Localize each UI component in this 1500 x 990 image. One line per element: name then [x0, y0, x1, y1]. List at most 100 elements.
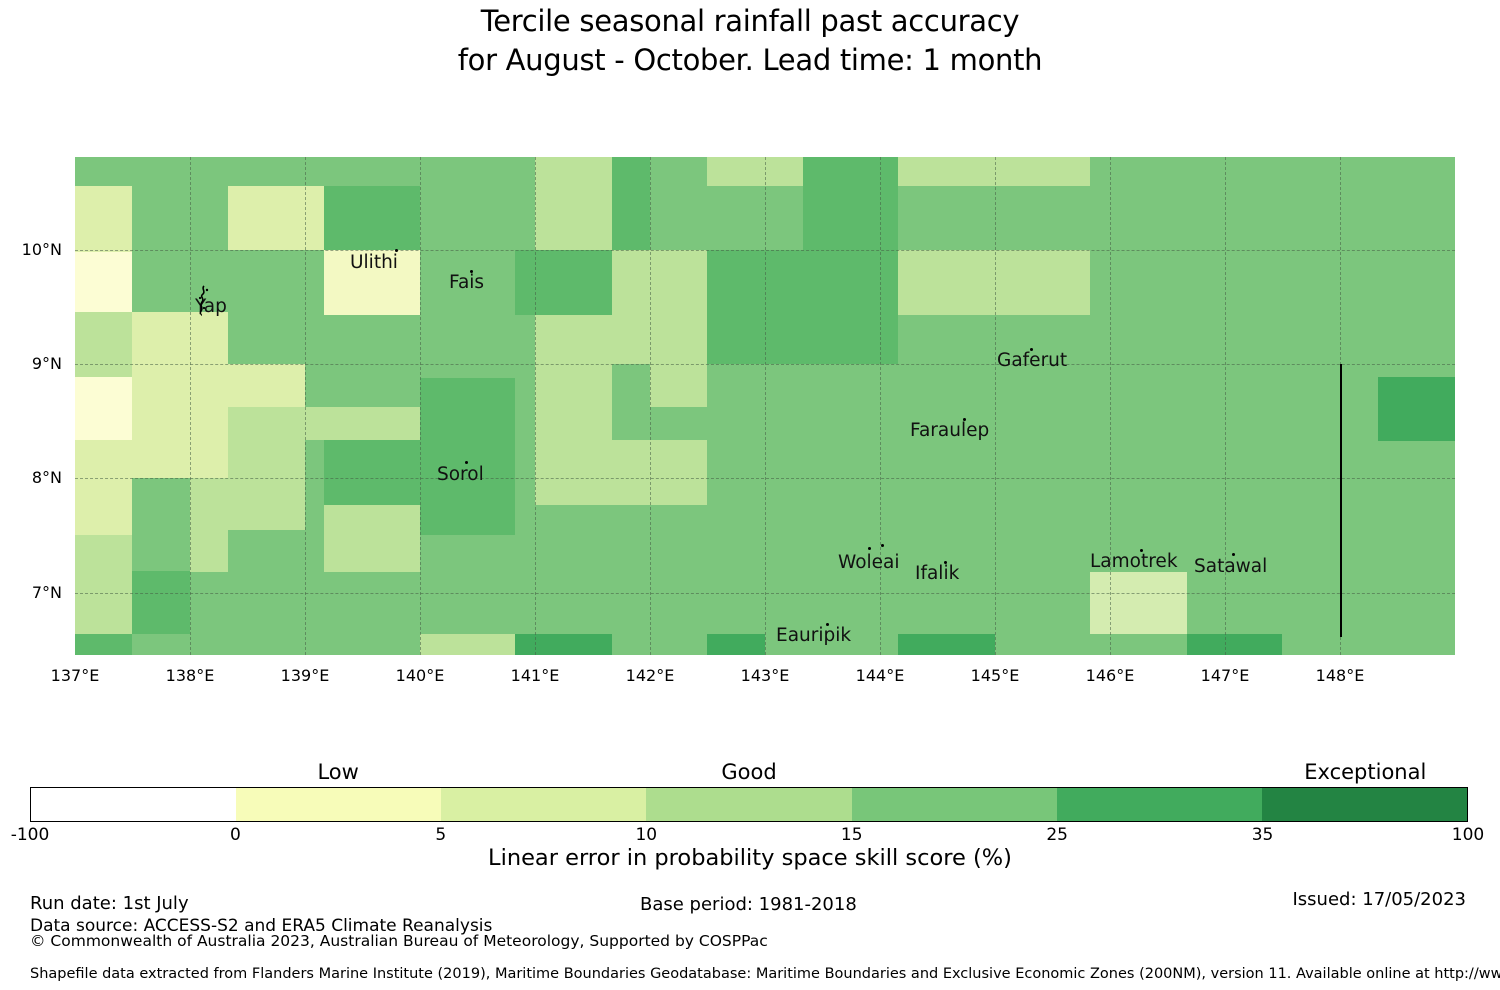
map-cell [75, 634, 132, 655]
colorbar-category-label: Good [721, 760, 777, 784]
colorbar-segment [1056, 788, 1262, 821]
parallel-gridline [75, 364, 1455, 365]
meridian-gridline [880, 157, 881, 655]
map-cell [650, 364, 707, 407]
colorbar-segment [31, 788, 237, 821]
meridian-gridline [1110, 157, 1111, 655]
map-cell [75, 186, 132, 252]
colorbar [30, 787, 1468, 822]
map-cell [75, 312, 132, 377]
colorbar-tick-label: 35 [1251, 825, 1274, 845]
island-label-lamotrek: Lamotrek [1090, 551, 1178, 572]
meridian-gridline [535, 157, 536, 655]
map-cell [132, 364, 228, 478]
map-cell [535, 364, 612, 505]
colorbar-tick-label: 100 [1451, 825, 1485, 845]
meridian-gridline [650, 157, 651, 655]
island-label-sorol: Sorol [437, 464, 484, 485]
island-marker-dot [881, 544, 884, 547]
meridian-gridline [765, 157, 766, 655]
map-cell [420, 378, 515, 535]
chart-title-line2: for August - October. Lead time: 1 month [457, 43, 1043, 77]
latitude-tick-label: 9°N [31, 354, 62, 373]
shapefile-note-text: Shapefile data extracted from Flanders M… [30, 966, 1500, 982]
longitude-tick-label: 144°E [855, 666, 905, 685]
island-label-woleai: Woleai [838, 552, 900, 573]
meridian-gridline [420, 157, 421, 655]
island-marker-dot [1140, 549, 1143, 552]
map-cell [898, 157, 1090, 186]
map-cell [132, 312, 228, 364]
longitude-tick-label: 148°E [1315, 666, 1365, 685]
colorbar-tick-label: 15 [840, 825, 863, 845]
copyright-text: © Commonwealth of Australia 2023, Austra… [30, 932, 768, 950]
map-cell [515, 250, 612, 315]
parallel-gridline [75, 593, 1455, 594]
island-label-gaferut: Gaferut [997, 350, 1068, 371]
island-label-ifalik: Ifalik [915, 563, 960, 584]
map-cell [515, 634, 612, 655]
meridian-gridline [995, 157, 996, 655]
latitude-tick-label: 7°N [31, 583, 62, 602]
island-label-fais: Fais [449, 272, 485, 293]
island-label-satawal: Satawal [1194, 556, 1268, 577]
colorbar-segment [851, 788, 1057, 821]
colorbar-category-label: Exceptional [1304, 760, 1427, 784]
island-marker-dot [944, 561, 947, 564]
longitude-tick-label: 138°E [165, 666, 215, 685]
island-marker-dot [1030, 348, 1033, 351]
meridian-gridline [1225, 157, 1226, 655]
map-cell [324, 186, 420, 250]
base-period-text: Base period: 1981-2018 [640, 894, 857, 915]
latitude-tick-label: 10°N [21, 240, 62, 259]
island-marker-dot [395, 249, 398, 252]
map-cell [228, 186, 324, 250]
yap-island-shape-icon [190, 284, 216, 320]
map-cell [707, 250, 898, 364]
map-cell [535, 315, 612, 364]
colorbar-tick-label: 25 [1046, 825, 1068, 845]
map-cell [1378, 377, 1455, 441]
map-cell [612, 157, 650, 250]
island-marker-dot [465, 461, 468, 464]
colorbar-segment [441, 788, 647, 821]
map-cell [1090, 572, 1187, 634]
maritime-boundary-line [1340, 364, 1342, 637]
colorbar-tick-label: 0 [230, 825, 241, 845]
island-marker-dot [470, 270, 473, 273]
island-marker-dot [963, 418, 966, 421]
map-cell [228, 407, 305, 478]
map-cell [75, 535, 132, 634]
map-cell [1187, 634, 1282, 655]
map-cell [228, 364, 305, 407]
parallel-gridline [75, 250, 1455, 251]
map-cell [535, 157, 612, 250]
map-cell [898, 634, 995, 655]
colorbar-segment [1261, 788, 1467, 821]
island-label-ulithi: Ulithi [350, 252, 398, 273]
map-cell [420, 634, 515, 655]
island-marker-dot [826, 623, 829, 626]
data-source-text: Data source: ACCESS-S2 and ERA5 Climate … [30, 916, 493, 936]
longitude-tick-label: 141°E [510, 666, 560, 685]
colorbar-segment [646, 788, 852, 821]
colorbar-tick-label: -100 [10, 825, 50, 845]
map-cell [612, 440, 707, 505]
map-canvas: Yap Ulithi Fais Sorol Gaferut Faraulep Woleai I… [75, 157, 1455, 655]
map-cell [75, 377, 132, 440]
meridian-gridline [190, 157, 191, 655]
meridian-gridline [305, 157, 306, 655]
longitude-tick-label: 146°E [1085, 666, 1135, 685]
run-date-text: Run date: 1st July [30, 893, 189, 914]
island-marker-dot [868, 547, 871, 550]
longitude-tick-label: 142°E [625, 666, 675, 685]
chart-title-line1: Tercile seasonal rainfall past accuracy [480, 4, 1020, 38]
map-cell [305, 407, 420, 440]
colorbar-tick-label: 5 [435, 825, 447, 845]
colorbar-segment [236, 788, 442, 821]
map-cell [612, 250, 707, 364]
map-cell [228, 478, 305, 530]
map-cell [75, 440, 132, 535]
colorbar-category-label: Low [317, 760, 359, 784]
